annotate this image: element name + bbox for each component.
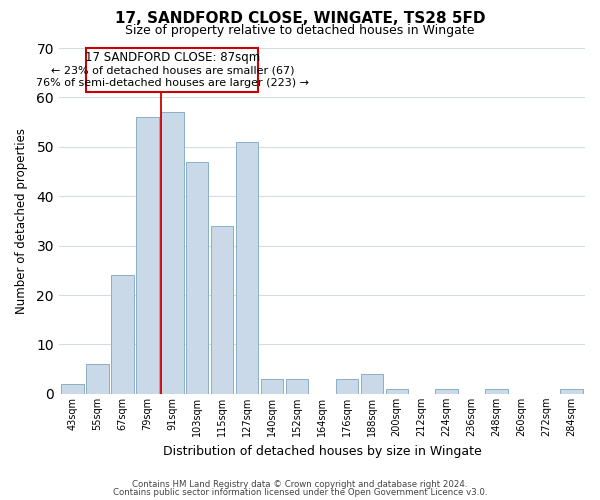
Bar [211, 226, 233, 394]
X-axis label: Distribution of detached houses by size in Wingate: Distribution of detached houses by size … [163, 444, 481, 458]
Text: 17 SANDFORD CLOSE: 87sqm: 17 SANDFORD CLOSE: 87sqm [85, 52, 260, 64]
Bar [485, 389, 508, 394]
Bar [261, 379, 283, 394]
Y-axis label: Number of detached properties: Number of detached properties [15, 128, 28, 314]
Bar [161, 112, 184, 394]
Text: Contains public sector information licensed under the Open Government Licence v3: Contains public sector information licen… [113, 488, 487, 497]
Bar [361, 374, 383, 394]
Bar [111, 276, 134, 394]
Text: 76% of semi-detached houses are larger (223) →: 76% of semi-detached houses are larger (… [36, 78, 309, 88]
Text: ← 23% of detached houses are smaller (67): ← 23% of detached houses are smaller (67… [50, 65, 294, 75]
Bar [335, 379, 358, 394]
Bar [136, 117, 158, 394]
Bar [61, 384, 84, 394]
Bar [386, 389, 408, 394]
Text: Size of property relative to detached houses in Wingate: Size of property relative to detached ho… [125, 24, 475, 37]
Bar [286, 379, 308, 394]
Text: Contains HM Land Registry data © Crown copyright and database right 2024.: Contains HM Land Registry data © Crown c… [132, 480, 468, 489]
Bar [236, 142, 259, 394]
Bar [86, 364, 109, 394]
Bar [560, 389, 583, 394]
Bar [186, 162, 208, 394]
Bar [86, 48, 259, 92]
Bar [436, 389, 458, 394]
Text: 17, SANDFORD CLOSE, WINGATE, TS28 5FD: 17, SANDFORD CLOSE, WINGATE, TS28 5FD [115, 11, 485, 26]
